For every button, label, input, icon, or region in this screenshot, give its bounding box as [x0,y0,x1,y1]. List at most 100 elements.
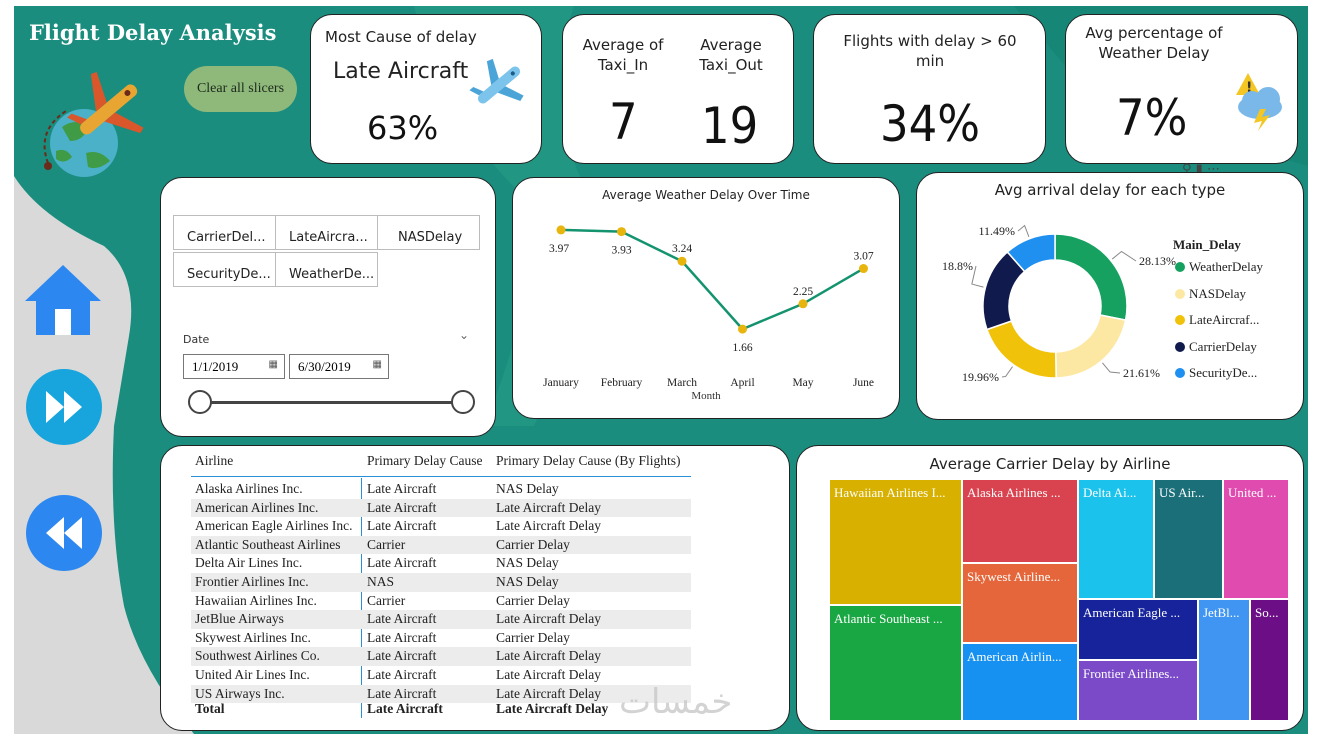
table-row[interactable]: Skywest Airlines Inc. Late Aircraft Carrie… [191,629,691,648]
legend-item[interactable]: SecurityDe... [1175,365,1257,381]
legend-item[interactable]: WeatherDelay [1175,259,1263,275]
chip-security-delay[interactable]: SecurityDe... [173,252,276,287]
treemap-title: Average Carrier Delay by Airline [929,455,1171,473]
most-cause-pct: 63% [367,109,439,147]
cell-primary-cause-flights: Carrier Delay [496,592,570,608]
weather-delay-line [560,228,865,331]
line-chart-title: Average Weather Delay Over Time [602,188,810,202]
data-point[interactable] [798,299,808,309]
header-primary-cause-flights[interactable]: Primary Delay Cause (By Flights) [496,453,681,468]
data-point[interactable] [738,324,747,334]
donut-slice[interactable] [1054,233,1128,321]
table-row[interactable]: Southwest Airlines Co. Late Aircraft Late … [191,647,691,666]
most-cause-value: Late Aircraft [333,59,469,84]
table-row[interactable]: US Airways Inc. Late Aircraft Late Aircraf… [191,684,691,704]
table-row[interactable]: Frontier Airlines Inc. NAS NAS Delay [191,573,691,592]
chip-late-aircraft[interactable]: LateAircra... [275,215,378,250]
table-row[interactable]: American Eagle Airlines Inc. Late Aircraf… [191,517,691,536]
legend-swatch [1175,315,1185,325]
treemap-card: Average Carrier Delay by Airline Hawaiia… [796,445,1304,731]
cell-primary-cause: Late Aircraft [367,667,437,682]
calendar-icon[interactable]: ▦ [372,359,382,370]
treemap-tile[interactable]: Alaska Airlines ... [962,479,1078,563]
x-tick-label: June [853,377,874,389]
table-row[interactable]: Delta Air Lines Inc. Late Aircraft NAS Del… [191,554,691,573]
donut-slice[interactable] [1006,233,1056,273]
treemap-tile[interactable]: US Air... [1154,479,1223,599]
header-divider [191,476,691,477]
date-range-handle-end[interactable] [451,390,475,414]
data-point[interactable] [859,264,868,274]
dashboard-title: Flight Delay Analysis [29,20,277,45]
date-to-input[interactable]: 6/30/2019 ▦ [289,354,389,379]
cell-airline: American Eagle Airlines Inc. [195,518,353,534]
legend-label: LateAircraf... [1189,312,1260,327]
x-tick-label: January [543,377,579,389]
legend-label: WeatherDelay [1189,259,1264,274]
total-cause: Late Aircraft [367,701,443,716]
calendar-icon[interactable]: ▦ [268,359,278,370]
leader-line [971,265,984,288]
airplane-icon [469,58,524,104]
data-point[interactable] [617,227,626,237]
clear-slicers-button[interactable]: Clear all slicers [184,66,297,112]
treemap-tile[interactable]: Hawaiian Airlines I... [829,479,962,605]
slice-label: 28.13% [1139,254,1176,268]
taxi-in-label: Average of Taxi_In [582,36,664,74]
date-from-input[interactable]: 1/1/2019 ▦ [183,354,285,379]
cell-airline: United Air Lines Inc. [195,667,310,682]
table-row[interactable]: Hawaiian Airlines Inc. Carrier Carrier Del… [191,592,691,611]
weather-pct-value: 7% [1116,89,1188,147]
cell-primary-cause: Late Aircraft [367,611,437,627]
slice-label: 19.96% [962,370,999,384]
cell-primary-cause-flights: NAS Delay [496,555,559,571]
forward-button[interactable] [24,367,104,447]
data-label: 3.93 [611,245,631,257]
cell-airline: American Airlines Inc. [195,499,319,515]
cell-primary-cause-flights: Carrier Delay [496,536,570,552]
treemap-tile[interactable]: Atlantic Southeast ... [829,605,962,721]
treemap-tile[interactable]: So... [1250,599,1289,721]
rewind-button[interactable] [24,493,104,573]
legend-item[interactable]: NASDelay [1175,286,1246,302]
treemap-tile[interactable]: United ... [1223,479,1289,599]
globe-plane-icon [43,71,144,177]
treemap-tile[interactable]: Delta Ai... [1078,479,1154,599]
chip-carrier-delay[interactable]: CarrierDel... [173,215,276,250]
treemap-tile[interactable]: American Airlin... [962,643,1078,721]
donut-slice[interactable] [1054,314,1127,379]
table-row[interactable]: Atlantic Southeast Airlines Carrier Carrie… [191,535,691,555]
chip-weather-delay[interactable]: WeatherDe... [275,252,378,287]
cell-primary-cause: Late Aircraft [367,648,437,664]
cell-airline: Atlantic Southeast Airlines [195,536,341,552]
data-point[interactable] [677,256,687,266]
header-airline[interactable]: Airline [195,453,234,468]
most-cause-card: Most Cause of delay Late Aircraft 63% [310,14,542,164]
legend-item[interactable]: LateAircraf... [1175,312,1259,328]
cell-airline: JetBlue Airways [195,611,284,627]
header-primary-cause[interactable]: Primary Delay Cause [367,453,483,468]
cell-airline: Delta Air Lines Inc. [195,555,303,571]
cell-primary-cause-flights: Late Aircraft Delay [496,611,601,627]
home-button[interactable] [24,263,102,337]
table-row[interactable]: Alaska Airlines Inc. Late Aircraft NAS Del… [191,480,691,499]
data-point[interactable] [556,225,566,235]
data-label: 1.66 [732,342,752,354]
legend-swatch [1175,288,1185,299]
table-row[interactable]: United Air Lines Inc. Late Aircraft Late A… [191,666,691,685]
chip-nas-delay[interactable]: NASDelay [377,215,480,250]
treemap-tile[interactable]: American Eagle ... [1078,599,1198,660]
table-row[interactable]: American Airlines Inc. Late Aircraft Late … [191,498,691,518]
date-range-handle-start[interactable] [188,390,212,414]
donut-legend-title: Main_Delay [1173,237,1241,252]
taxi-out-value: 19 [701,97,759,155]
cell-airline: US Airways Inc. [195,685,285,701]
cell-airline: Skywest Airlines Inc. [195,629,311,645]
chevron-down-icon[interactable]: ⌄ [459,328,470,342]
legend-item[interactable]: CarrierDelay [1175,339,1257,355]
treemap-tile[interactable]: Frontier Airlines... [1078,660,1198,721]
table-row[interactable]: JetBlue Airways Late Aircraft Late Aircraf… [191,610,691,629]
treemap-tile[interactable]: JetBl... [1198,599,1250,721]
delay60-label: Flights with delay > 60 min [843,32,1017,70]
treemap-tile[interactable]: Skywest Airline... [962,563,1078,643]
